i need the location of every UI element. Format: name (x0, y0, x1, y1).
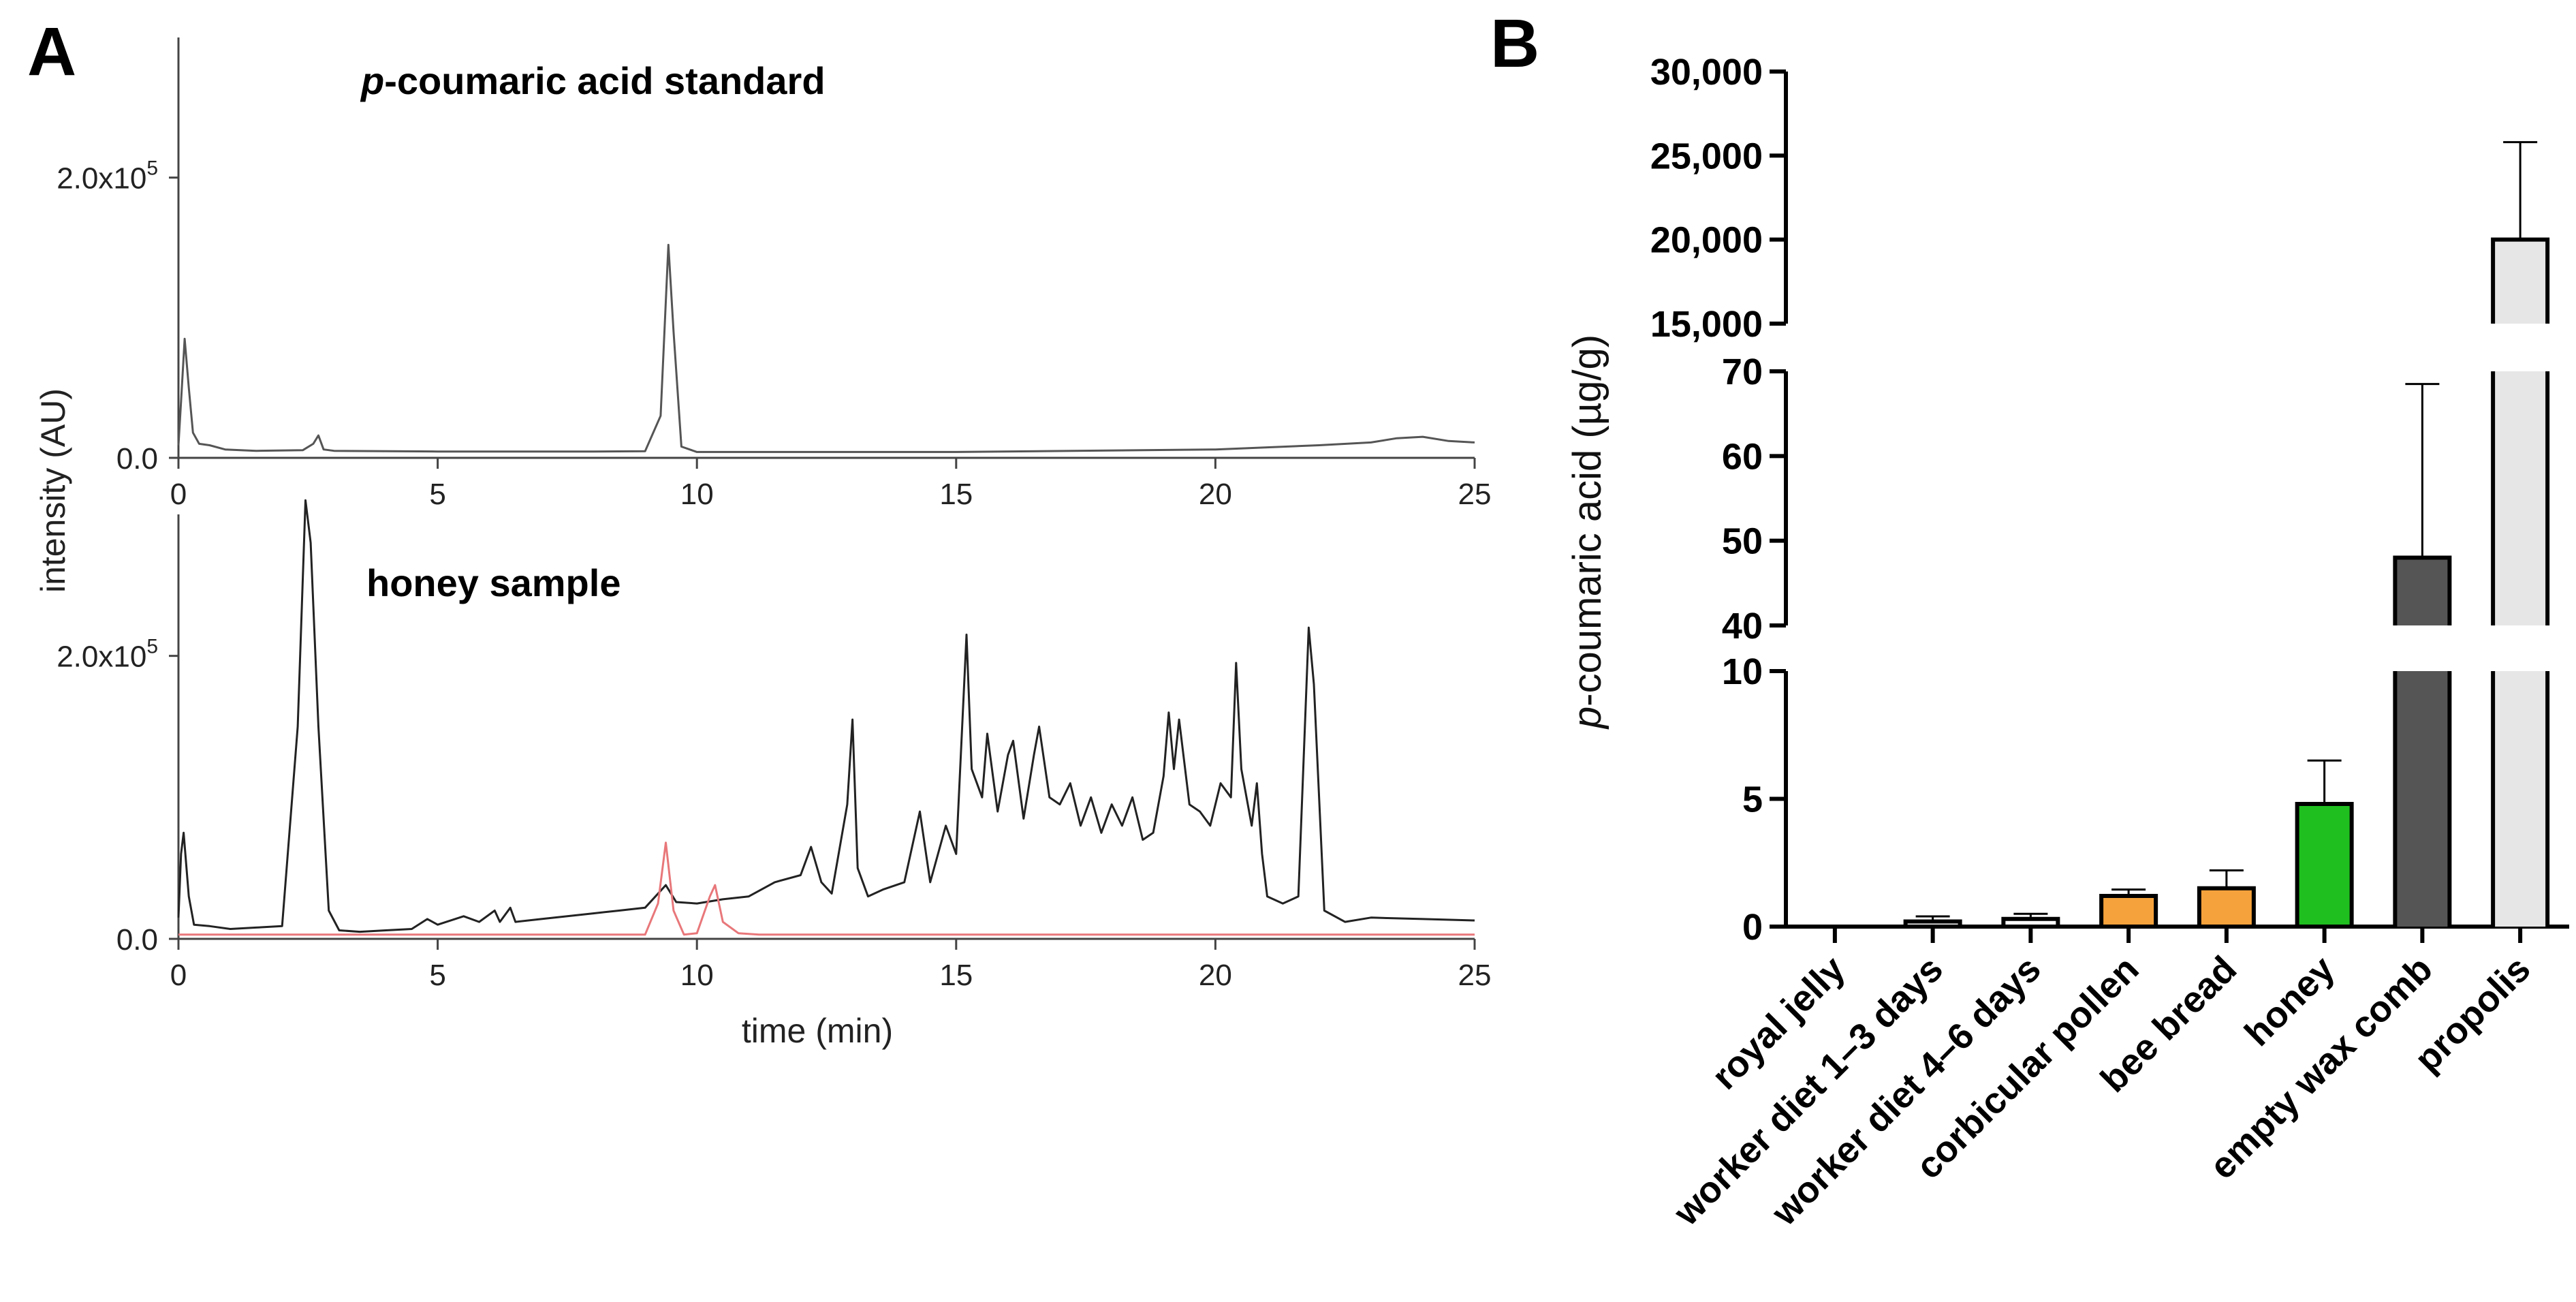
standard-y-tick-exponent: 5 (146, 157, 158, 180)
standard-y-tick-mantissa: 2.0x10 (57, 162, 146, 196)
standard-title-italic: p (360, 59, 384, 102)
y-tick-label: 50 (1722, 521, 1763, 562)
y-tick-label: 0 (1742, 907, 1763, 948)
y-tick-label: 30,000 (1650, 52, 1763, 93)
a-ylabel: intensity (AU) (34, 388, 72, 593)
y-tick-label: 70 (1722, 352, 1763, 392)
standard-x-tick-label: 5 (429, 478, 445, 511)
standard-y-ticks: 0.0 2.0x105 (57, 157, 178, 476)
bar-outline (2295, 802, 2354, 929)
bar (2493, 239, 2548, 324)
standard-x-tick-label: 10 (680, 478, 714, 511)
standard-y-tick-mantissa: 0.0 (116, 442, 158, 476)
standard-series (177, 243, 1475, 453)
honey-y-tick-label: 0.0 (116, 923, 158, 957)
honey-trace-title: honey sample (366, 561, 621, 604)
y-tick-label: 5 (1742, 779, 1763, 820)
panel-b-letter: B (1490, 5, 1539, 82)
bar (1905, 921, 1960, 927)
bar (2297, 804, 2352, 927)
b-ylabel: p-coumaric acid (µg/g) (1565, 335, 1609, 730)
standard-x-ticks: 0 5 10 15 20 25 (170, 458, 1492, 511)
chromatogram-honey: honey sample 0 5 10 15 20 25 0.02.0x105 time … (57, 499, 1492, 1050)
bar-outline (2491, 371, 2550, 625)
standard-x-tick-label: 15 (939, 478, 973, 511)
honey-series-line (177, 499, 1475, 933)
y-tick-label: 10 (1722, 651, 1763, 692)
y-tick-label: 40 (1722, 606, 1763, 647)
bar-outline (2491, 671, 2550, 927)
honey-series (177, 499, 1475, 936)
bar-outline (2393, 671, 2452, 927)
standard-y-tick-label: 0.0 (116, 442, 158, 476)
honey-y-ticks: 0.0 2.0x105 (57, 636, 178, 957)
standard-x-tick-label: 25 (1458, 478, 1492, 511)
chromatogram-standard: p-coumaric acid standard 0 5 10 15 20 25 0.0 2… (57, 37, 1491, 511)
bar (2493, 671, 2548, 927)
y-tick-label: 60 (1722, 436, 1763, 477)
bars (1903, 141, 2550, 929)
honey-y-tick-mantissa: 2.0x10 (57, 640, 146, 674)
honey-x-tick-label: 15 (939, 959, 973, 992)
honey-x-tick-label: 5 (429, 959, 445, 992)
b-ylabel-rest: -coumaric acid (µg/g) (1565, 335, 1609, 707)
standard-y-tick-label: 2.0x105 (57, 157, 158, 196)
y-tick-label: 15,000 (1650, 304, 1763, 345)
honey-x-tick-label: 20 (1199, 959, 1232, 992)
bar-outline (2099, 894, 2158, 929)
bar-outline (1903, 919, 1962, 929)
panel-a: intensity (AU) p-coumaric acid standard … (34, 37, 1491, 1050)
y-tick-label: 25,000 (1650, 136, 1763, 176)
honey-x-ticks: 0 5 10 15 20 25 (170, 939, 1492, 992)
bar (2003, 918, 2058, 927)
standard-x-tick-label: 0 (170, 478, 187, 511)
honey-y-tick-mantissa: 0.0 (116, 923, 158, 957)
bar-outline (2001, 916, 2060, 929)
standard-x-tick-label: 20 (1199, 478, 1232, 511)
standard-trace-title: p-coumaric acid standard (360, 59, 826, 102)
b-ylabel-italic: p (1565, 707, 1609, 730)
bar (2395, 671, 2450, 927)
bar (2199, 888, 2254, 927)
panel-a-letter: A (27, 14, 76, 90)
honey-x-tick-label: 10 (680, 959, 714, 992)
honey-x-tick-label: 25 (1458, 959, 1492, 992)
honey-series-line (178, 841, 1475, 936)
standard-series-line (177, 243, 1475, 453)
bar (2395, 557, 2450, 625)
a-xlabel: time (min) (742, 1012, 893, 1050)
honey-x-tick-label: 0 (170, 959, 187, 992)
bar (2493, 371, 2548, 625)
bar (2101, 896, 2156, 927)
honey-y-tick-exponent: 5 (146, 636, 158, 658)
honey-y-tick-label: 2.0x105 (57, 636, 158, 674)
standard-title-rest: -coumaric acid standard (384, 59, 825, 102)
bar-outline (2197, 886, 2256, 929)
bar-outline (2491, 237, 2550, 324)
y-tick-label: 20,000 (1650, 220, 1763, 261)
